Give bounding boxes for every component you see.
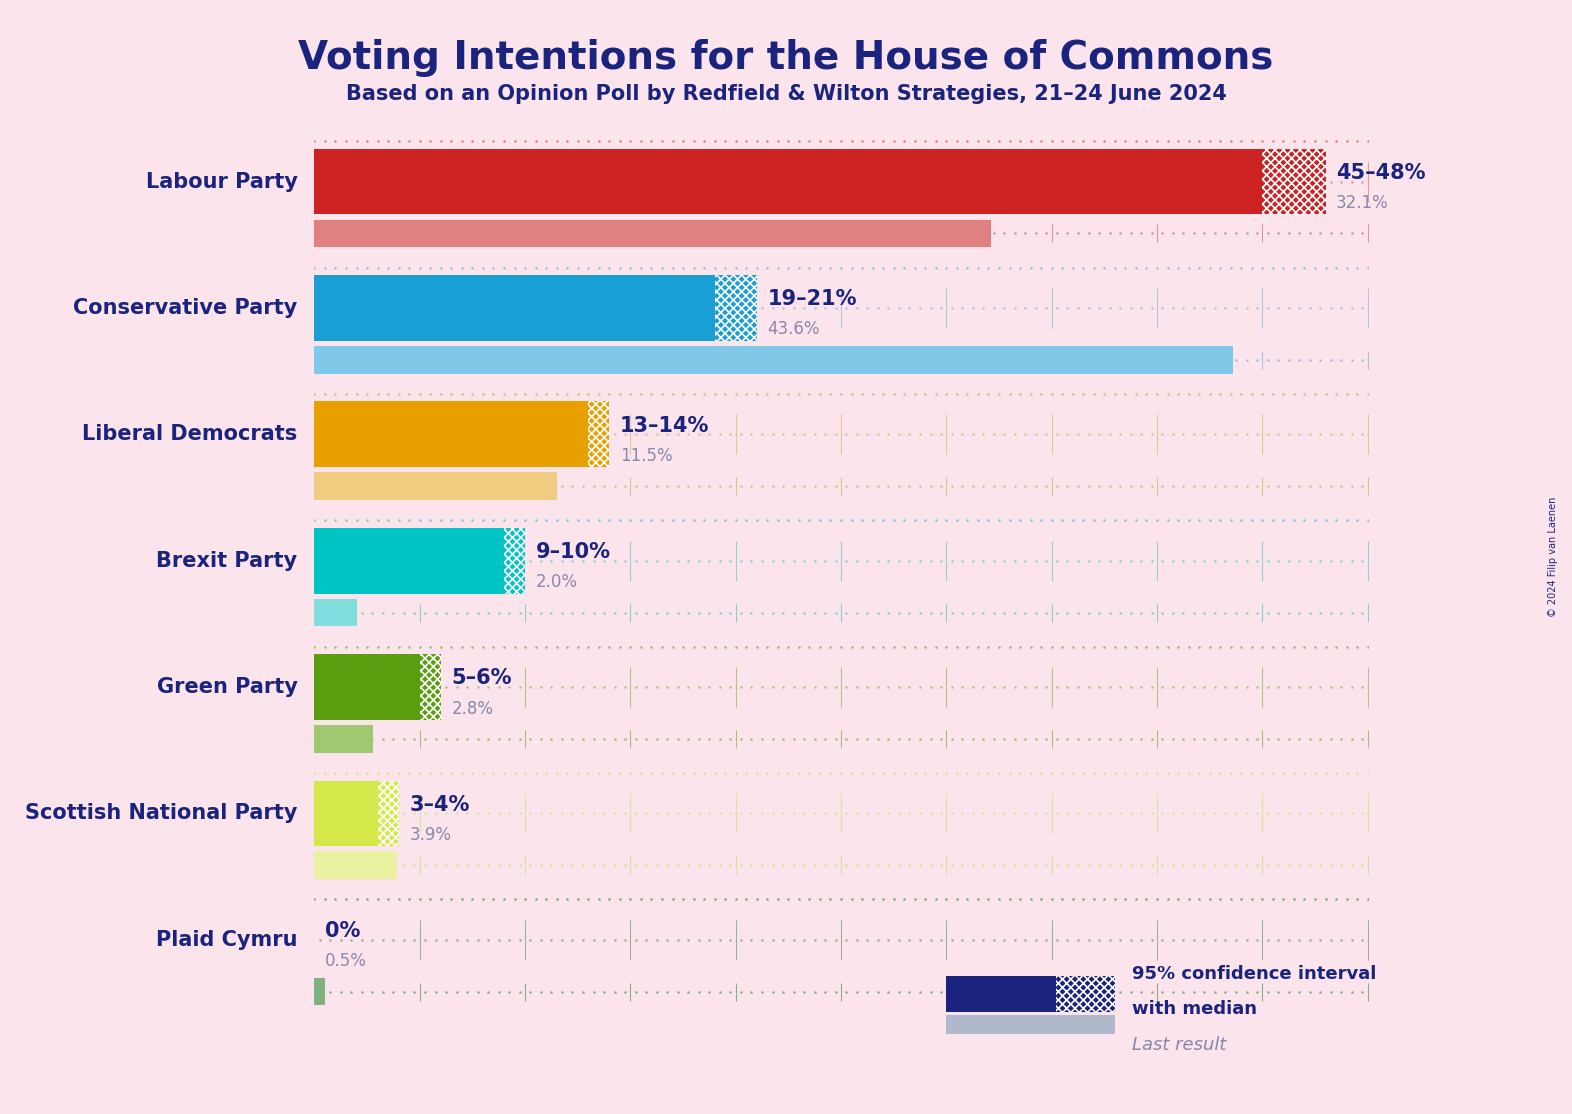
Bar: [314, 781, 377, 847]
Bar: [377, 781, 399, 847]
Text: 32.1%: 32.1%: [1336, 194, 1388, 212]
Text: 19–21%: 19–21%: [767, 290, 857, 310]
Bar: [314, 978, 325, 1006]
Text: 95% confidence interval: 95% confidence interval: [1132, 965, 1376, 983]
Text: 0%: 0%: [325, 921, 360, 941]
Text: Liberal Democrats: Liberal Democrats: [82, 424, 297, 444]
Text: 2.8%: 2.8%: [451, 700, 494, 717]
Bar: [314, 275, 715, 341]
Bar: [314, 401, 588, 467]
Bar: [314, 472, 556, 500]
Bar: [1262, 149, 1325, 215]
Bar: [505, 528, 525, 594]
Text: © 2024 Filip van Laenen: © 2024 Filip van Laenen: [1548, 497, 1558, 617]
Text: 45–48%: 45–48%: [1336, 163, 1426, 183]
Bar: [946, 976, 1056, 1012]
Text: Conservative Party: Conservative Party: [74, 297, 297, 317]
Text: Green Party: Green Party: [157, 677, 297, 697]
Bar: [715, 275, 756, 341]
Bar: [314, 149, 1262, 215]
Text: 13–14%: 13–14%: [619, 416, 709, 436]
Bar: [588, 401, 610, 467]
Bar: [314, 528, 505, 594]
Bar: [314, 654, 420, 720]
Text: 2.0%: 2.0%: [536, 574, 577, 592]
Text: 3–4%: 3–4%: [409, 794, 470, 814]
Bar: [1056, 976, 1115, 1012]
Bar: [314, 851, 396, 879]
Text: 0.5%: 0.5%: [325, 952, 366, 970]
Text: 3.9%: 3.9%: [409, 825, 451, 844]
Text: Plaid Cymru: Plaid Cymru: [156, 930, 297, 950]
Bar: [314, 725, 374, 753]
Text: Based on an Opinion Poll by Redfield & Wilton Strategies, 21–24 June 2024: Based on an Opinion Poll by Redfield & W…: [346, 84, 1226, 104]
Text: 11.5%: 11.5%: [619, 447, 673, 465]
Text: Brexit Party: Brexit Party: [157, 550, 297, 570]
Text: 43.6%: 43.6%: [767, 321, 819, 339]
Text: with median: with median: [1132, 1000, 1256, 1018]
Text: Labour Party: Labour Party: [146, 172, 297, 192]
Bar: [314, 346, 1232, 373]
Text: Voting Intentions for the House of Commons: Voting Intentions for the House of Commo…: [299, 39, 1273, 77]
Bar: [314, 598, 357, 626]
Text: Last result: Last result: [1132, 1036, 1226, 1054]
Text: 9–10%: 9–10%: [536, 541, 610, 561]
Bar: [314, 219, 990, 247]
Bar: [420, 654, 440, 720]
Bar: [946, 1015, 1115, 1034]
Text: Scottish National Party: Scottish National Party: [25, 803, 297, 823]
Text: 5–6%: 5–6%: [451, 668, 512, 688]
